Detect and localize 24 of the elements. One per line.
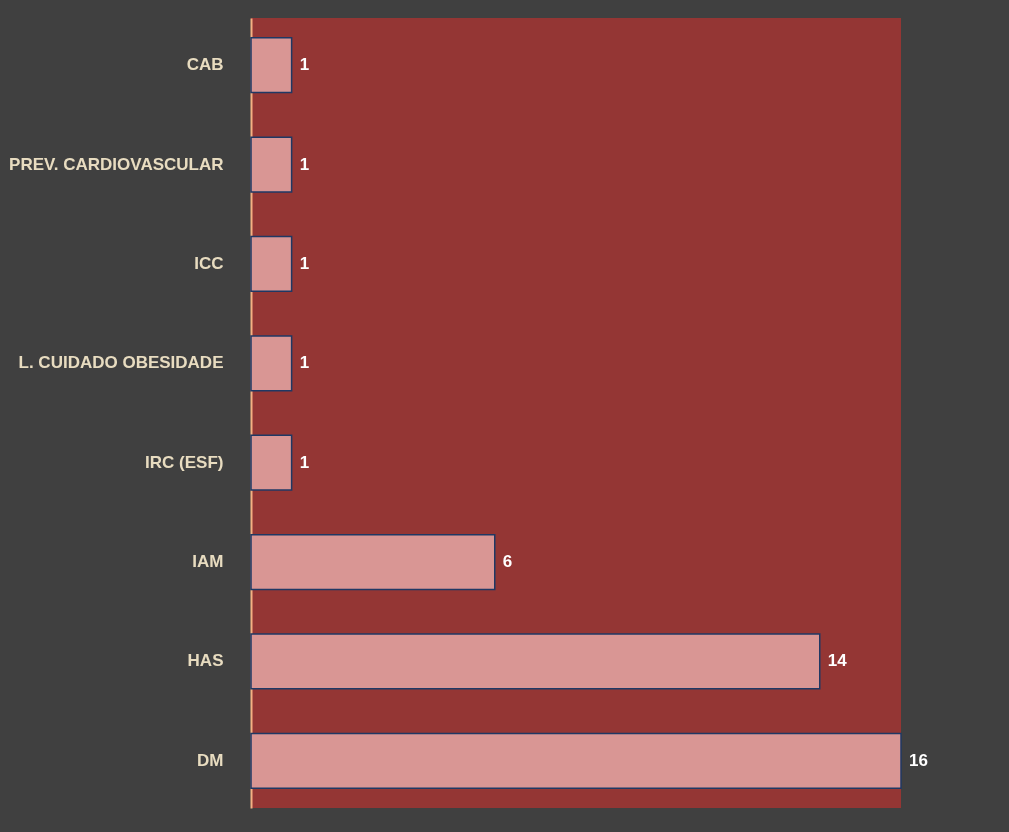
data-label: 1 <box>299 353 310 373</box>
bar <box>250 37 293 94</box>
y-tick-label: ICC <box>194 253 224 273</box>
bar <box>250 335 293 392</box>
bar <box>250 136 293 193</box>
y-tick-label: IRC (ESF) <box>145 452 224 472</box>
bar <box>250 434 293 491</box>
bar <box>250 633 821 690</box>
y-tick-label: DM <box>197 750 224 770</box>
bar <box>250 235 293 293</box>
data-label: 1 <box>299 253 310 273</box>
y-tick-label: HAS <box>187 651 224 671</box>
y-tick-label: IAM <box>192 552 224 572</box>
bar <box>250 533 496 591</box>
data-label: 1 <box>299 55 310 75</box>
data-label: 14 <box>827 651 848 671</box>
y-tick-label: PREV. CARDIOVASCULAR <box>9 154 224 174</box>
data-label: 1 <box>299 452 310 472</box>
bar <box>250 732 902 789</box>
y-tick-label: CAB <box>186 55 224 75</box>
data-label: 6 <box>502 552 513 572</box>
y-tick-label: L. CUIDADO OBESIDADE <box>18 353 224 373</box>
data-label: 16 <box>909 750 928 770</box>
data-label: 1 <box>299 154 310 174</box>
